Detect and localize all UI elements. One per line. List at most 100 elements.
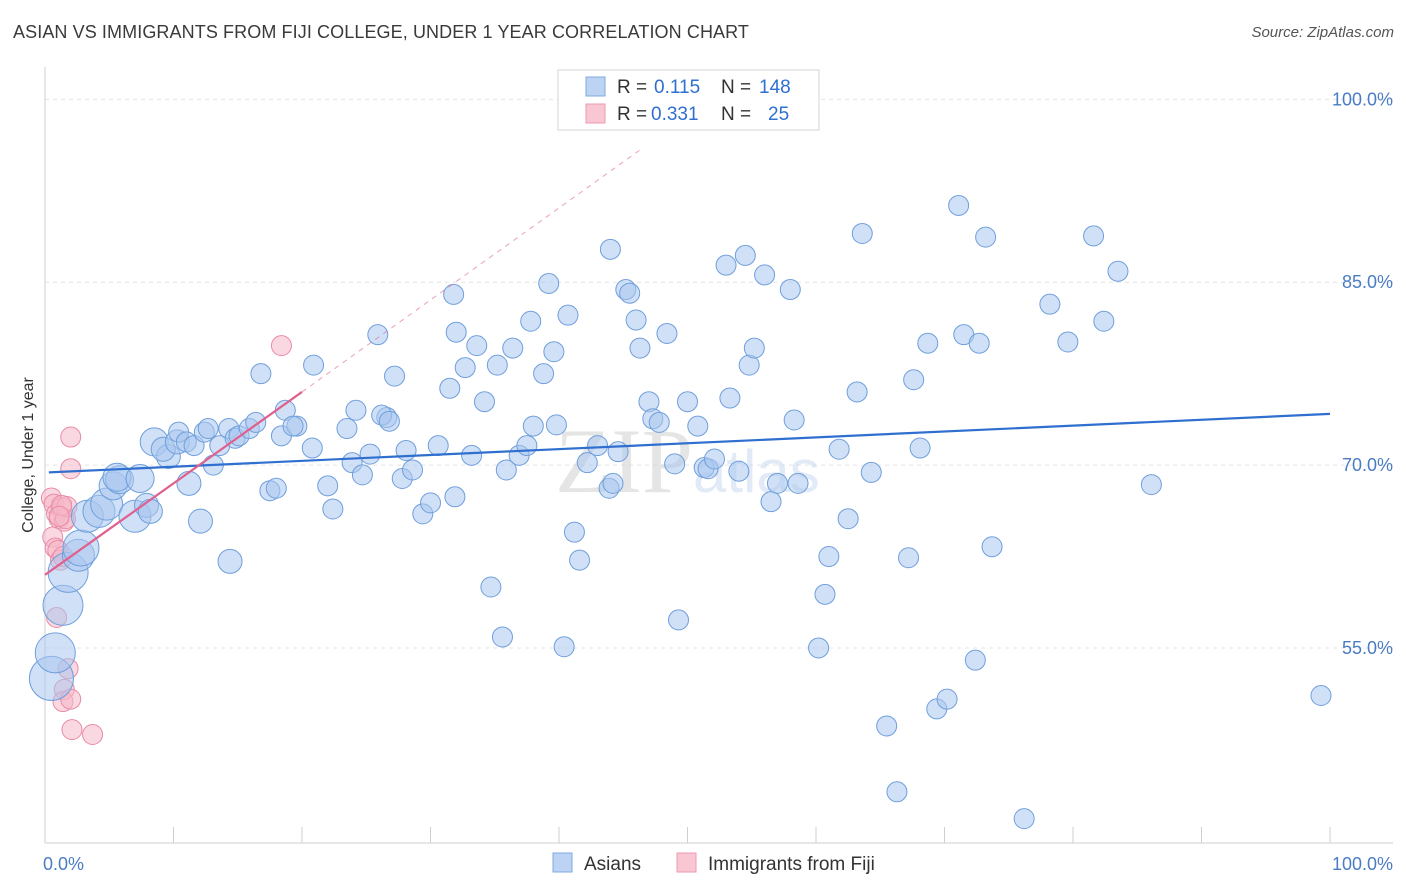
- fiji-trend-line-extension: [301, 147, 643, 393]
- asian-point-107: [703, 448, 725, 470]
- legend-n-value-2: 25: [768, 104, 789, 125]
- asian-point-35: [250, 363, 272, 385]
- asian-point-127: [860, 461, 882, 483]
- fiji-point-23: [48, 505, 70, 527]
- legend-swatch-fiji: [585, 103, 606, 124]
- asian-point-99: [648, 411, 670, 433]
- asian-point-148: [1140, 474, 1162, 496]
- asian-point-97: [638, 391, 660, 413]
- asian-point-149: [1310, 684, 1332, 706]
- asian-point-141: [981, 536, 1003, 558]
- asian-point-135: [936, 688, 958, 710]
- fiji-point-24: [270, 335, 292, 357]
- asian-point-142: [1013, 808, 1035, 830]
- bottom-legend-swatch-asians: [552, 852, 573, 873]
- y-tick-label-1: 85.0%: [1342, 272, 1393, 292]
- asian-point-77: [520, 310, 542, 332]
- asian-point-143: [1039, 293, 1061, 315]
- asian-point-76: [516, 435, 538, 457]
- trend-lines: [44, 147, 1331, 576]
- asian-point-79: [533, 363, 555, 385]
- asian-point-116: [766, 472, 788, 494]
- legend-r-label-2: R =: [617, 104, 647, 125]
- asian-point-96: [629, 337, 651, 359]
- fiji-trend-line: [44, 391, 303, 576]
- asian-point-126: [851, 222, 873, 244]
- source-label: Source: ZipAtlas.com: [1251, 24, 1394, 41]
- asian-point-108: [715, 254, 737, 276]
- asian-point-55: [384, 365, 406, 387]
- asian-point-122: [818, 546, 840, 568]
- asian-point-128: [876, 715, 898, 737]
- asian-point-60: [420, 492, 441, 514]
- y-tick-label-2: 70.0%: [1342, 455, 1393, 475]
- asian-point-136: [948, 194, 970, 216]
- asian-point-72: [491, 626, 513, 648]
- asian-point-121: [814, 583, 836, 605]
- asian-point-88: [587, 435, 609, 457]
- asian-point-111: [734, 244, 756, 266]
- fiji-point-21: [60, 458, 82, 480]
- asian-point-51: [367, 324, 389, 346]
- fiji-point-18: [61, 719, 83, 741]
- asian-point-123: [828, 438, 850, 460]
- bottom-legend-label-fiji: Immigrants from Fiji: [708, 854, 875, 875]
- asian-point-125: [846, 381, 868, 403]
- asian-point-70: [480, 576, 502, 598]
- fiji-point-19: [82, 724, 104, 746]
- asian-point-84: [557, 304, 579, 326]
- asian-point-89: [599, 238, 621, 260]
- asian-point-44: [317, 475, 339, 497]
- asian-point-80: [538, 272, 560, 294]
- legend-n-label-1: N =: [721, 77, 751, 98]
- asian-point-71: [486, 354, 508, 376]
- series-fiji-points: [40, 335, 292, 746]
- legend-swatch-asians: [585, 76, 606, 97]
- asian-point-62: [439, 377, 461, 399]
- asian-point-85: [563, 521, 585, 543]
- asian-point-43: [303, 354, 325, 376]
- asian-point-73: [495, 459, 517, 481]
- asian-point-139: [968, 332, 990, 354]
- y-tick-label-3: 55.0%: [1342, 638, 1393, 658]
- bottom-legend-label-asians: Asians: [584, 854, 641, 875]
- asian-point-74: [502, 337, 524, 359]
- asian-point-68: [466, 335, 488, 357]
- axes: [44, 67, 1393, 844]
- legend-n-label-2: N =: [721, 104, 751, 125]
- asian-point-119: [787, 472, 809, 494]
- asian-point-124: [837, 508, 859, 530]
- y-tick-label-0: 100.0%: [1332, 89, 1393, 109]
- asian-point-115: [760, 491, 782, 513]
- series-asians-points: [28, 194, 1332, 830]
- asian-point-102: [668, 609, 690, 631]
- asian-point-120: [808, 637, 830, 659]
- asian-point-54: [378, 410, 400, 432]
- asian-point-61: [427, 435, 449, 457]
- tick-labels: 100.0% 85.0% 70.0% 55.0% 0.0% 100.0%: [43, 89, 1393, 874]
- asian-point-49: [351, 464, 373, 486]
- asian-point-34: [217, 548, 243, 574]
- asian-point-95: [625, 309, 647, 331]
- asian-point-64: [443, 283, 465, 305]
- bottom-legend-swatch-fiji: [676, 852, 697, 873]
- stats-legend: R = 0.115 N = 148 R = 0.331 N = 25: [557, 69, 820, 131]
- asian-point-41: [282, 415, 304, 437]
- asian-point-118: [783, 409, 805, 431]
- asian-point-138: [964, 649, 986, 671]
- asian-point-147: [1107, 260, 1129, 282]
- asian-point-146: [1093, 310, 1115, 332]
- asian-trend-line: [48, 412, 1331, 474]
- asian-point-104: [687, 415, 709, 437]
- legend-r-value-1: 0.115: [654, 77, 700, 98]
- asian-point-26: [197, 418, 219, 440]
- asian-point-48: [345, 399, 367, 421]
- legend-r-value-2: 0.331: [651, 104, 699, 125]
- legend-r-label-1: R =: [617, 77, 647, 98]
- x-tick-label-1: 100.0%: [1332, 854, 1393, 874]
- chart-title: ASIAN VS IMMIGRANTS FROM FIJI COLLEGE, U…: [13, 22, 750, 42]
- asian-point-145: [1083, 225, 1105, 247]
- asian-point-65: [445, 321, 467, 343]
- asian-point-92: [607, 441, 629, 463]
